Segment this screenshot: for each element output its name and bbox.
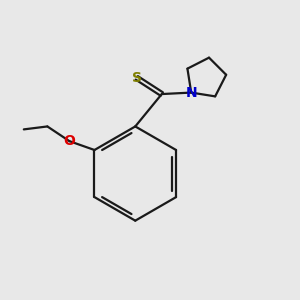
Text: O: O bbox=[64, 134, 75, 148]
Text: S: S bbox=[132, 71, 142, 85]
Text: N: N bbox=[185, 85, 197, 100]
